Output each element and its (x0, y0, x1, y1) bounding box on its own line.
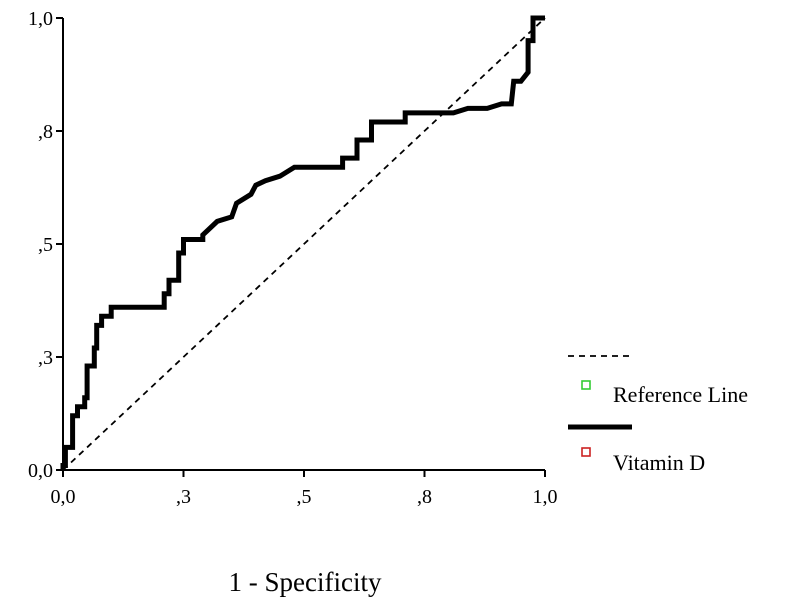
legend: Reference Line Vitamin D (568, 355, 748, 475)
y-tick-label: 0,0 (28, 460, 53, 482)
y-tick-label: ,5 (38, 234, 53, 256)
roc-curve-line (60, 15, 545, 470)
x-tick-label: ,3 (176, 486, 191, 508)
y-axis: 0,0 ,3 ,5 ,8 1,0 (28, 8, 64, 482)
x-axis-label: 1 - Specificity (229, 567, 382, 597)
legend-marker (581, 447, 591, 457)
x-tick-label: ,5 (297, 486, 312, 508)
x-tick-label: 1,0 (533, 486, 558, 508)
x-tick-label: 0,0 (51, 486, 76, 508)
x-axis: 0,0 ,3 ,5 ,8 1,0 (51, 469, 558, 508)
plot-area (60, 15, 546, 471)
x-tick-label: ,8 (417, 486, 432, 508)
y-tick-label: ,8 (38, 121, 53, 143)
y-tick-label: 1,0 (28, 8, 53, 30)
legend-marker (581, 380, 591, 390)
reference-line (62, 17, 546, 471)
y-tick-label: ,3 (38, 347, 53, 369)
legend-label: Vitamin D (613, 450, 705, 475)
legend-label: Reference Line (613, 382, 748, 407)
